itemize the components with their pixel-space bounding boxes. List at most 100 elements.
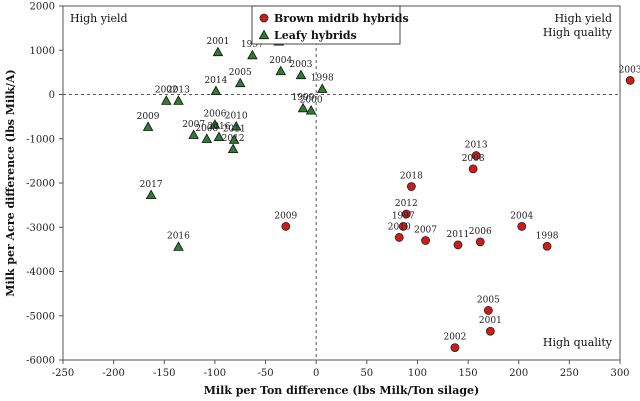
- data-point-leafy: [297, 102, 309, 113]
- data-point-brown-midrib: [450, 343, 460, 353]
- data-point-leafy: [305, 105, 317, 115]
- data-point-brown-midrib: [468, 164, 478, 174]
- data-point-label: 2001: [479, 316, 502, 326]
- data-point-label: 2001: [206, 37, 229, 47]
- data-point-label: 2006: [469, 227, 492, 237]
- data-point-label: 2003: [619, 65, 640, 75]
- x-tick-label: 250: [560, 368, 579, 379]
- data-point-brown-midrib: [406, 182, 416, 191]
- data-point-label: 2016: [208, 122, 231, 132]
- quadrant-label-bottom-right: High quality: [543, 336, 613, 349]
- data-point-leafy: [213, 131, 225, 142]
- data-point-label: 2008: [195, 124, 218, 134]
- y-tick-label: -1000: [26, 134, 55, 145]
- x-tick-label: -150: [153, 368, 175, 379]
- y-tick-label: 1000: [30, 46, 55, 57]
- data-point-label: 2007: [414, 226, 437, 236]
- data-point-label: 2003: [290, 60, 313, 70]
- quadrant-label-top-left: High yield: [70, 12, 128, 25]
- data-point-label: 2002: [155, 86, 178, 96]
- data-point-label: 2006: [203, 110, 226, 120]
- data-point-label: 2017: [140, 180, 163, 190]
- data-point-label: 2018: [400, 172, 423, 182]
- data-point-leafy: [209, 119, 221, 129]
- data-point-brown-midrib: [475, 237, 485, 247]
- data-point-label: 2012: [395, 199, 418, 209]
- x-tick-label: 150: [459, 368, 478, 379]
- data-point-brown-midrib: [401, 209, 411, 219]
- data-point-brown-midrib: [471, 151, 481, 160]
- legend-label-brown-midrib: Brown midrib hybrids: [274, 12, 409, 25]
- data-point-label: 2012: [222, 134, 245, 144]
- data-point-leafy: [161, 95, 172, 105]
- data-point-label: 1998: [311, 74, 334, 84]
- legend-label-leafy: Leafy hybrids: [274, 29, 357, 42]
- x-tick-label: 200: [509, 368, 528, 379]
- data-point-label: 2005: [477, 295, 500, 305]
- data-point-label: 2011: [223, 125, 246, 135]
- data-point-leafy: [227, 143, 239, 154]
- quadrant-label-top-right-2: High quality: [543, 26, 613, 39]
- data-point-leafy: [142, 121, 154, 131]
- y-tick-label: -2000: [26, 179, 55, 190]
- y-tick-label: -3000: [26, 223, 55, 234]
- x-tick-label: 300: [610, 368, 629, 379]
- data-point-leafy: [210, 85, 222, 96]
- data-point-brown-midrib: [625, 75, 635, 85]
- x-axis-title: Milk per Ton difference (lbs Milk/Ton si…: [204, 384, 480, 397]
- data-point-label: 2004: [510, 211, 533, 221]
- x-tick-label: 100: [408, 368, 427, 379]
- data-point-brown-midrib: [394, 233, 404, 242]
- data-point-label: 2011: [447, 230, 470, 240]
- data-point-leafy: [228, 134, 240, 144]
- data-point-label: 2004: [269, 56, 292, 66]
- x-tick-label: -100: [204, 368, 226, 379]
- data-point-leafy: [145, 189, 157, 200]
- data-point-leafy: [173, 95, 184, 105]
- data-point-label: 2000: [300, 95, 323, 105]
- data-point-label: 1997: [392, 211, 415, 221]
- data-point-brown-midrib: [398, 221, 408, 231]
- legend: [251, 5, 401, 45]
- data-point-label: 2008: [462, 154, 485, 164]
- data-point-leafy: [295, 69, 307, 80]
- data-point-label: 2014: [204, 76, 227, 86]
- x-tick-label: -250: [52, 368, 74, 379]
- y-tick-label: -6000: [26, 356, 55, 367]
- data-point-label: 2002: [443, 333, 466, 343]
- data-point-brown-midrib: [485, 326, 495, 336]
- data-point-label: 2013: [465, 141, 488, 151]
- data-point-brown-midrib: [453, 240, 463, 250]
- data-point-label: 2010: [225, 111, 248, 121]
- y-axis-title: Milk per Acre difference (lbs Milk/A): [4, 69, 17, 296]
- data-point-leafy: [201, 133, 213, 143]
- x-tick-label: 0: [313, 368, 319, 379]
- data-point-leafy: [316, 83, 328, 93]
- data-point-leafy: [275, 65, 287, 76]
- data-point-leafy: [230, 120, 242, 131]
- quadrant-label-top-right-1: High yield: [554, 12, 612, 25]
- data-point-label: 1997: [241, 40, 264, 50]
- data-point-label: 2009: [137, 112, 160, 122]
- data-point-leafy: [247, 49, 258, 60]
- data-point-leafy: [234, 77, 246, 88]
- data-point-label: 1999: [292, 93, 315, 103]
- x-tick-label: -50: [257, 368, 273, 379]
- data-point-brown-midrib: [483, 306, 493, 315]
- x-tick-label: -200: [102, 368, 124, 379]
- data-point-label: 2005: [229, 68, 252, 78]
- data-point-brown-midrib: [517, 221, 527, 231]
- data-point-label: 2010: [388, 222, 411, 232]
- y-tick-label: -5000: [26, 311, 55, 322]
- y-tick-label: 2000: [30, 2, 55, 13]
- data-point-brown-midrib: [542, 241, 552, 251]
- data-point-brown-midrib: [421, 236, 430, 245]
- x-tick-label: 50: [360, 368, 373, 379]
- data-point-leafy: [212, 46, 224, 57]
- data-point-leafy: [173, 241, 184, 251]
- data-point-label: 2009: [274, 211, 297, 221]
- data-point-brown-midrib: [281, 221, 291, 231]
- data-point-label: 2016: [167, 232, 190, 242]
- legend-marker-leafy: [258, 29, 270, 40]
